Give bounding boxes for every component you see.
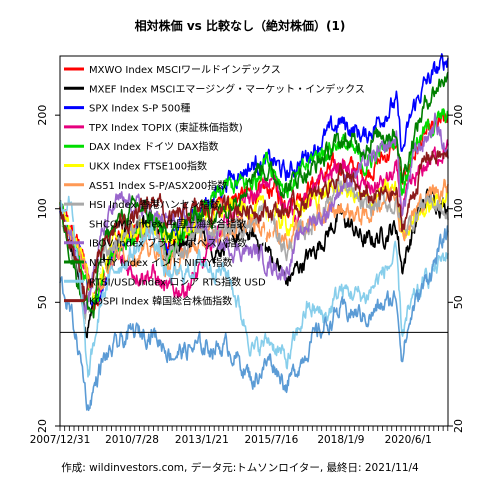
series-line-8 <box>59 204 449 341</box>
legend-label-7: HSI Index 香港ハンセン指数 <box>89 198 220 211</box>
legend: MXWO Index MSCIワールドインデックス MXEF Index MSCI… <box>64 63 365 308</box>
legend-label-10: NIFTY Index インド NIFTY指数 <box>89 256 233 269</box>
y-tick-label-left-3: 200 <box>36 105 49 126</box>
series-line-12 <box>59 150 449 302</box>
plot-frame <box>59 55 449 427</box>
x-tick-label-2: 2013/1/21 <box>175 434 229 446</box>
series-line-9 <box>59 112 449 315</box>
legend-label-0: MXWO Index MSCIワールドインデックス <box>89 63 281 76</box>
x-tick-label-0: 2007/12/31 <box>30 434 91 446</box>
legend-label-11: RTSI/USD Index ロシア RTS指数 USD <box>89 275 266 288</box>
y-tick-label-left-0: 20 <box>36 419 49 433</box>
y-tick-label-right-2: 100 <box>452 198 465 219</box>
x-tick-label-1: 2010/7/28 <box>105 434 159 446</box>
series-line-13 <box>59 225 449 412</box>
y-tick-label-right-0: 20 <box>452 419 465 433</box>
legend-label-5: UKX Index FTSE100指数 <box>89 160 207 173</box>
legend-label-3: TPX Index TOPIX (東証株価指数) <box>88 121 243 134</box>
chart-footer: 作成: wildinvestors.com, データ元:トムソンロイター, 最終… <box>61 461 419 474</box>
legend-label-8: SHCOMP Index 中国上海総合指数 <box>89 217 246 230</box>
y-tick-label-right-3: 200 <box>452 105 465 126</box>
legend-label-4: DAX Index ドイツ DAX指数 <box>89 140 219 153</box>
y-tick-label-left-1: 50 <box>36 295 49 309</box>
legend-label-9: IBOV Index ブラジルボベスパ指数 <box>89 237 247 250</box>
series-line-11 <box>59 195 449 378</box>
chart-title: 相対株価 vs 比較なし（絶対株価）(1) <box>135 18 346 33</box>
legend-label-2: SPX Index S-P 500種 <box>89 102 190 115</box>
y-tick-label-left-2: 100 <box>36 198 49 219</box>
x-tick-label-3: 2015/7/16 <box>244 434 298 446</box>
legend-label-6: AS51 Index S-P/ASX200指数 <box>89 179 227 192</box>
x-tick-label-5: 2020/6/1 <box>385 434 432 446</box>
legend-label-12: KOSPI Index 韓国総合株価指数 <box>89 295 232 308</box>
x-tick-label-4: 2018/1/9 <box>317 434 364 446</box>
y-tick-label-right-1: 50 <box>452 295 465 309</box>
plot-axes-group: 20 20 50 50 100 100 200 200 2007/12/31 2010/7/28 2… <box>30 55 465 446</box>
plot-series-group <box>59 53 449 412</box>
legend-label-1: MXEF Index MSCIエマージング・マーケット・インデックス <box>89 82 365 95</box>
